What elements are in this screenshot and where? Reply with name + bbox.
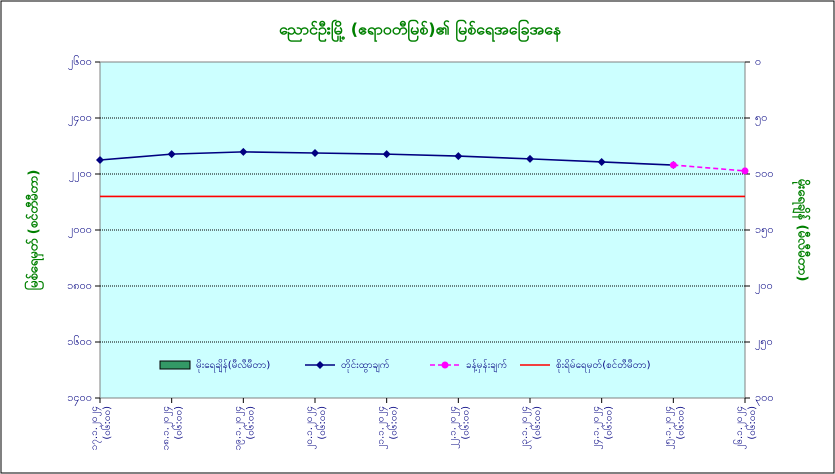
y2-tick-label: ၅၀ xyxy=(755,111,767,126)
x-tick-label: ၂၃.၁.၂၀၂၄ (၀၆:၀၀) xyxy=(519,406,543,450)
point xyxy=(311,149,319,157)
point xyxy=(741,167,749,175)
point xyxy=(526,154,534,163)
y-tick-label: ၂၄၀၀ xyxy=(68,111,92,126)
y2-tick-label: ၂၀၀ xyxy=(755,279,773,294)
legend-label: တိုင်းထွာချက် xyxy=(341,358,390,373)
y2-tick-label: ၀ xyxy=(755,55,761,68)
y-axis-label: မြစ်ရေမှတ် (စင်တီမီတာ) xyxy=(24,170,45,291)
point xyxy=(239,147,248,156)
legend: မိုးရေချိန်(မီလီမီတာ) တိုင်းထွာချက် ခန့်မှ… xyxy=(159,358,651,373)
x-tick-label: ၂၀.၁.၂၀၂၄ (၀၆:၀၀) xyxy=(304,406,328,450)
y2-tick-label: ၁၀၀ xyxy=(755,167,774,180)
x-tick-label: ၂၁.၁.၂၀၂၄ (၀၆:၀၀) xyxy=(376,406,400,450)
y-tick-label: ၂၂၀၀ xyxy=(69,167,92,182)
x-tick-label: ၂၄.၁.၂၀၂၄ (၀၆:၀၀) xyxy=(591,406,615,450)
y-tick-label: ၁၄၀၀ xyxy=(67,391,92,406)
legend-label: ခန့်မှန်းချက် xyxy=(466,358,507,373)
legend-marker xyxy=(441,361,449,369)
y2-tick-label: ၁၅၀ xyxy=(755,223,774,238)
y-tick-label: ၁၈၀၀ xyxy=(67,279,92,292)
y2-axis-label: မိုးရေချိန် (မီလီမီတာ) xyxy=(792,179,812,282)
point xyxy=(382,150,391,159)
y-tick-label: ၂၆၀၀ xyxy=(68,55,92,70)
point xyxy=(669,161,677,169)
y2-tick-label: ၂၅၀ xyxy=(755,335,773,350)
point xyxy=(96,156,104,164)
y-tick-label: ၂၀၀၀ xyxy=(68,223,92,238)
y2-tick-label: ၃၀၀ xyxy=(755,391,774,406)
legend-label: မိုးရေချိန်(မီလီမီတာ) xyxy=(196,358,270,373)
legend-label: စိုးရိမ်ရေမှတ်(စင်တီမီတာ) xyxy=(556,358,651,373)
x-tick-label: ၂၆.၁.၂၀၂၄ (၀၆:၀၀) xyxy=(732,406,758,450)
x-tick-label: ၂၂.၁.၂၀၂၄ (၀၆:၀၀) xyxy=(447,406,471,449)
point xyxy=(454,152,463,161)
y-tick-label: ၁၆၀၀ xyxy=(67,335,92,348)
x-tick-label: ၁၈.၁.၂၀၂၄ (၀၆:၀၀) xyxy=(161,406,185,451)
x-tick-label: ၁၉.၁.၂၀၂၄ (၀၆:၀၀) xyxy=(232,406,256,450)
legend-marker xyxy=(316,361,324,369)
legend-swatch xyxy=(159,360,191,370)
x-tick-label: ၁၇.၁.၂၀၂၄ (၀၆:၀၀) xyxy=(89,406,113,450)
x-tick-label: ၂၅.၁.၂၀၂၄ (၀၆:၀၀) xyxy=(662,406,686,450)
series-line xyxy=(673,164,746,172)
point xyxy=(597,157,606,166)
point xyxy=(167,150,176,159)
